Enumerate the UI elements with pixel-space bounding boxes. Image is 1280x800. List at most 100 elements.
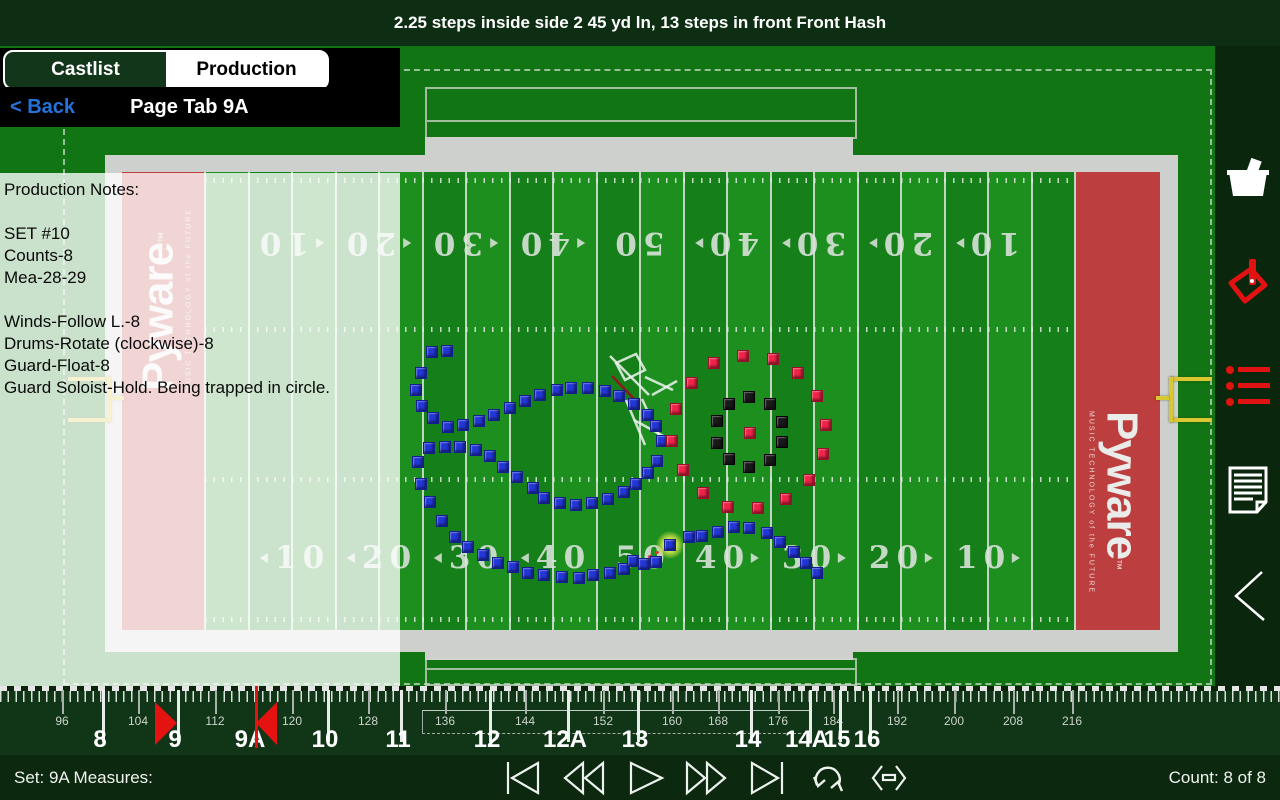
blue-performer-dot[interactable] <box>507 561 519 573</box>
field-stage[interactable]: 1 02 03 04 05 04 03 02 01 01 02 03 04 05… <box>0 46 1280 732</box>
black-performer-dot[interactable] <box>743 391 755 403</box>
collapse-chevron-icon[interactable] <box>1220 568 1276 624</box>
black-performer-dot[interactable] <box>723 453 735 465</box>
black-performer-dot[interactable] <box>764 398 776 410</box>
blue-performer-dot[interactable] <box>527 482 539 494</box>
blue-performer-dot[interactable] <box>415 367 427 379</box>
blue-performer-dot[interactable] <box>696 530 708 542</box>
blue-performer-dot[interactable] <box>439 441 451 453</box>
blue-performer-dot[interactable] <box>728 521 740 533</box>
page-tab-label[interactable]: 10 <box>311 726 339 753</box>
blue-performer-dot[interactable] <box>488 409 500 421</box>
blue-performer-dot[interactable] <box>504 402 516 414</box>
black-performer-dot[interactable] <box>711 415 723 427</box>
loop-button[interactable] <box>805 759 851 797</box>
blue-performer-dot[interactable] <box>586 497 598 509</box>
blue-performer-dot[interactable] <box>683 531 695 543</box>
red-performer-dot[interactable] <box>666 435 678 447</box>
black-performer-dot[interactable] <box>711 437 723 449</box>
blue-performer-dot[interactable] <box>642 467 654 479</box>
tab-castlist[interactable]: Castlist <box>5 52 166 88</box>
page-tab-label[interactable]: 12 <box>473 726 501 753</box>
blue-performer-dot[interactable] <box>642 409 654 421</box>
paint-bucket-icon[interactable] <box>1220 254 1276 310</box>
play-button[interactable] <box>622 759 668 797</box>
blue-performer-dot[interactable] <box>449 531 461 543</box>
blue-performer-dot[interactable] <box>650 420 662 432</box>
red-list-icon[interactable] <box>1220 358 1276 414</box>
blue-performer-dot[interactable] <box>712 526 724 538</box>
blue-performer-dot[interactable] <box>774 536 786 548</box>
page-tab-label[interactable]: 14 <box>734 726 762 753</box>
blue-performer-dot[interactable] <box>599 385 611 397</box>
red-performer-dot[interactable] <box>708 357 720 369</box>
blue-performer-dot[interactable] <box>442 421 454 433</box>
black-performer-dot[interactable] <box>723 398 735 410</box>
page-tab-label[interactable]: 15 <box>823 726 851 753</box>
props-basket-icon[interactable] <box>1220 150 1276 206</box>
skip-to-end-button[interactable] <box>744 759 790 797</box>
blue-performer-dot[interactable] <box>538 569 550 581</box>
blue-performer-dot[interactable] <box>492 557 504 569</box>
red-performer-dot[interactable] <box>792 367 804 379</box>
red-performer-dot[interactable] <box>767 353 779 365</box>
blue-performer-dot[interactable] <box>573 572 585 584</box>
black-performer-dot[interactable] <box>776 416 788 428</box>
red-performer-dot[interactable] <box>697 487 709 499</box>
blue-performer-dot[interactable] <box>628 398 640 410</box>
red-performer-dot[interactable] <box>670 403 682 415</box>
blue-performer-dot[interactable] <box>638 558 650 570</box>
blue-performer-dot[interactable] <box>788 546 800 558</box>
rewind-button[interactable] <box>561 759 607 797</box>
blue-performer-dot[interactable] <box>618 486 630 498</box>
red-performer-dot[interactable] <box>737 350 749 362</box>
blue-performer-dot[interactable] <box>462 541 474 553</box>
blue-performer-dot[interactable] <box>565 382 577 394</box>
blue-performer-dot[interactable] <box>410 384 422 396</box>
page-tab-label[interactable]: 13 <box>621 726 649 753</box>
back-button[interactable]: < Back <box>10 95 76 118</box>
blue-performer-dot[interactable] <box>441 345 453 357</box>
page-tab-label[interactable]: 12A <box>542 726 588 753</box>
step-range-button[interactable] <box>866 759 912 797</box>
tab-production[interactable]: Production <box>166 52 327 88</box>
blue-performer-dot[interactable] <box>554 497 566 509</box>
page-tab-label[interactable]: 11 <box>385 726 411 753</box>
blue-performer-dot[interactable] <box>412 456 424 468</box>
blue-performer-dot[interactable] <box>587 569 599 581</box>
blue-performer-dot[interactable] <box>602 493 614 505</box>
range-end-flag[interactable] <box>256 702 277 745</box>
blue-performer-dot[interactable] <box>551 384 563 396</box>
blue-performer-dot[interactable] <box>743 522 755 534</box>
blue-performer-dot[interactable] <box>519 395 531 407</box>
range-start-flag[interactable] <box>155 702 177 745</box>
count-timeline[interactable]: 96 104 112 120 128 136 144 152 160 168 176 184 192 20… <box>0 686 1280 755</box>
red-performer-dot[interactable] <box>752 502 764 514</box>
blue-performer-dot[interactable] <box>511 471 523 483</box>
blue-performer-dot[interactable] <box>426 346 438 358</box>
blue-performer-dot[interactable] <box>470 444 482 456</box>
blue-performer-dot[interactable] <box>522 567 534 579</box>
blue-performer-dot[interactable] <box>424 496 436 508</box>
red-performer-dot[interactable] <box>686 377 698 389</box>
page-tab-label[interactable]: 16 <box>853 726 881 753</box>
blue-performer-dot[interactable] <box>415 478 427 490</box>
fast-forward-button[interactable] <box>683 759 729 797</box>
blue-performer-dot[interactable] <box>811 567 823 579</box>
skip-to-start-button[interactable] <box>500 759 546 797</box>
red-performer-dot[interactable] <box>803 474 815 486</box>
blue-performer-dot[interactable] <box>570 499 582 511</box>
blue-performer-dot[interactable] <box>436 515 448 527</box>
blue-performer-dot[interactable] <box>538 492 550 504</box>
red-performer-dot[interactable] <box>677 464 689 476</box>
black-performer-dot[interactable] <box>743 461 755 473</box>
red-performer-dot[interactable] <box>811 390 823 402</box>
black-performer-dot[interactable] <box>764 454 776 466</box>
red-performer-dot[interactable] <box>820 419 832 431</box>
blue-performer-dot[interactable] <box>800 557 812 569</box>
blue-performer-dot[interactable] <box>457 419 469 431</box>
blue-performer-dot[interactable] <box>613 390 625 402</box>
blue-performer-dot[interactable] <box>761 527 773 539</box>
red-performer-dot[interactable] <box>817 448 829 460</box>
selected-performer-dot[interactable] <box>664 539 676 551</box>
